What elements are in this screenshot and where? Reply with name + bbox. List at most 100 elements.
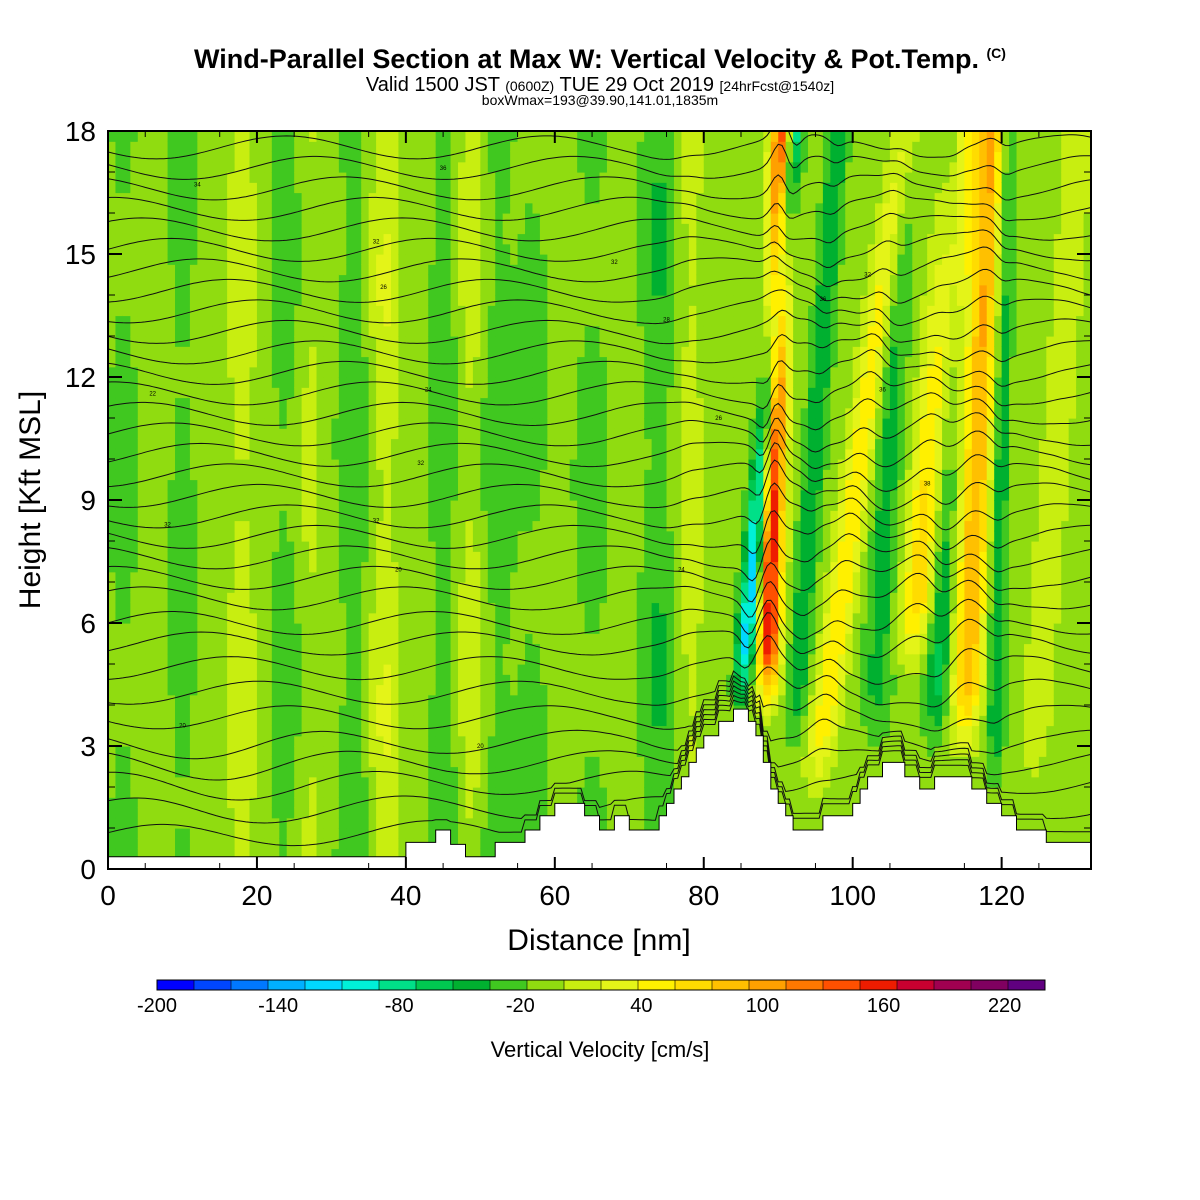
w-cell <box>279 633 288 645</box>
w-cell <box>376 448 385 460</box>
w-cell <box>197 592 206 604</box>
w-cell <box>480 561 489 573</box>
w-cell <box>532 612 541 624</box>
w-cell <box>450 520 459 532</box>
w-cell <box>510 305 519 317</box>
w-cell <box>219 479 228 491</box>
w-cell <box>122 817 131 829</box>
w-cell <box>472 469 481 481</box>
w-cell <box>584 346 593 358</box>
w-cell <box>554 746 563 757</box>
w-cell <box>510 787 519 798</box>
w-cell <box>353 397 362 409</box>
w-cell <box>577 264 586 276</box>
w-cell <box>197 541 206 552</box>
w-cell <box>472 141 481 153</box>
w-cell <box>562 746 571 757</box>
w-cell <box>413 407 422 419</box>
w-cell <box>517 807 526 819</box>
w-cell <box>495 407 504 419</box>
w-cell <box>510 418 519 429</box>
w-cell <box>323 633 333 645</box>
w-cell <box>331 602 340 614</box>
w-cell <box>294 817 303 829</box>
w-cell <box>242 243 251 255</box>
w-cell <box>577 592 586 604</box>
w-cell <box>614 469 623 481</box>
w-cell <box>108 213 117 224</box>
w-cell <box>465 192 474 204</box>
w-cell <box>562 213 571 224</box>
w-cell <box>115 459 124 470</box>
w-cell <box>569 356 578 368</box>
w-cell <box>599 274 608 286</box>
w-cell <box>510 254 519 265</box>
w-cell <box>487 510 496 522</box>
w-cell <box>301 541 310 552</box>
w-cell <box>331 192 340 204</box>
w-cell <box>368 715 377 727</box>
w-cell <box>614 243 623 255</box>
w-cell <box>108 366 117 378</box>
w-cell <box>450 407 459 419</box>
w-cell <box>361 807 370 819</box>
w-cell <box>376 797 385 809</box>
w-cell <box>606 633 615 645</box>
w-cell <box>294 520 303 532</box>
w-cell <box>458 756 467 768</box>
w-cell <box>122 336 131 347</box>
w-cell <box>405 664 414 675</box>
w-cell <box>160 192 169 204</box>
w-cell <box>219 346 228 358</box>
w-cell <box>465 828 474 839</box>
w-cell <box>458 582 467 593</box>
w-cell <box>279 305 288 317</box>
w-cell <box>368 438 377 450</box>
w-cell <box>167 756 176 768</box>
w-cell <box>554 264 563 276</box>
w-cell <box>316 643 325 655</box>
w-cell <box>376 264 385 276</box>
w-cell <box>152 725 161 737</box>
w-cell <box>234 418 243 429</box>
w-cell <box>584 694 593 706</box>
w-cell <box>606 161 615 173</box>
w-cell <box>577 233 586 245</box>
w-cell <box>592 264 601 276</box>
w-cell <box>316 459 325 470</box>
w-cell <box>532 161 541 173</box>
w-cell <box>502 592 511 604</box>
w-cell <box>227 223 236 235</box>
w-cell <box>175 254 184 265</box>
w-cell <box>405 725 414 737</box>
w-cell <box>569 264 578 276</box>
w-cell <box>606 643 615 655</box>
w-cell <box>294 213 303 224</box>
w-cell <box>256 182 265 194</box>
w-cell <box>390 612 400 624</box>
w-cell <box>435 694 444 706</box>
w-cell <box>264 510 273 522</box>
w-cell <box>309 633 318 645</box>
w-cell <box>450 202 459 214</box>
w-cell <box>316 705 325 716</box>
w-cell <box>383 428 392 440</box>
w-cell <box>420 141 429 153</box>
w-cell <box>480 746 489 757</box>
w-cell <box>271 612 280 624</box>
w-cell <box>547 571 556 583</box>
w-cell <box>256 571 265 583</box>
w-cell <box>502 551 511 563</box>
w-cell <box>376 838 385 850</box>
w-cell <box>145 694 154 706</box>
w-cell <box>465 787 474 798</box>
w-cell <box>458 284 467 296</box>
w-cell <box>167 715 176 727</box>
w-cell <box>368 182 377 194</box>
w-cell <box>323 366 333 378</box>
w-cell <box>316 653 325 665</box>
w-cell <box>413 705 422 716</box>
w-cell <box>286 182 295 194</box>
w-cell <box>130 295 139 306</box>
w-cell <box>249 756 258 768</box>
